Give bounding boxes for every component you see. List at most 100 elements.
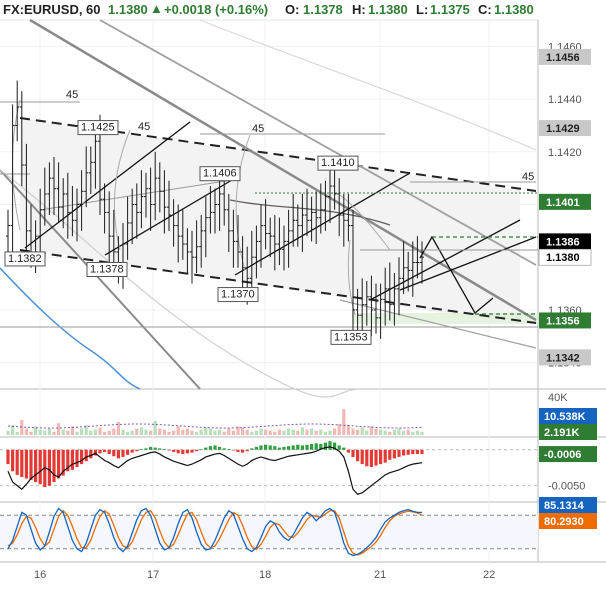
macd-histogram-bar xyxy=(259,445,263,450)
macd-histogram-bar xyxy=(319,444,323,450)
macd-histogram-bar xyxy=(360,449,364,465)
macd-histogram-bar xyxy=(369,449,373,467)
macd-histogram-bar xyxy=(61,449,65,476)
volume-bar xyxy=(6,430,10,435)
macd-histogram-bar xyxy=(296,444,300,450)
macd-histogram-bar xyxy=(185,449,189,454)
macd-histogram-bar xyxy=(365,449,369,467)
volume-bar xyxy=(374,428,378,435)
volume-bar xyxy=(213,430,217,435)
gann-arc-1 xyxy=(12,99,21,231)
macd-histogram-bar xyxy=(411,449,415,455)
macd-histogram-bar xyxy=(333,442,337,450)
time-axis: 16 17 18 21 22 xyxy=(34,569,495,581)
volume-bar xyxy=(282,430,286,435)
volume-bar xyxy=(337,424,341,435)
macd-histogram-bar xyxy=(38,449,42,485)
pivot-label: 1.1378 xyxy=(90,263,124,275)
trend-line-gray-2 xyxy=(99,19,537,266)
macd-histogram-bar xyxy=(254,446,258,450)
macd-histogram-bar xyxy=(314,443,318,450)
macd-histogram-bar xyxy=(277,447,281,450)
volume-ma-line xyxy=(7,423,423,429)
volume-bar xyxy=(305,429,309,435)
price-tag-label: 1.1356 xyxy=(546,315,580,327)
volume-bar xyxy=(314,430,318,435)
price-tag-bg xyxy=(539,349,591,366)
volume-bar xyxy=(167,431,171,435)
macd-histogram-bar xyxy=(379,449,383,465)
macd-histogram-bar xyxy=(420,449,424,455)
volume-bar xyxy=(277,429,281,435)
volume-bar xyxy=(190,430,194,435)
projection-path xyxy=(419,235,494,314)
volume-bar xyxy=(236,426,240,435)
volume-bar xyxy=(116,422,120,435)
macd-histogram-bar xyxy=(305,444,309,450)
volume-bar xyxy=(342,409,346,435)
candles-layer xyxy=(6,80,424,342)
angle-label: 45 xyxy=(252,123,264,135)
volume-tag-bg xyxy=(539,424,597,440)
macd-tag-bg xyxy=(539,446,597,463)
macd-histogram-bar xyxy=(167,449,171,451)
pivot-label-box xyxy=(317,155,359,171)
stoch-k-line xyxy=(7,507,422,557)
price-tag-bg xyxy=(539,233,591,250)
macd-histogram-bar xyxy=(149,446,153,450)
volume-bar xyxy=(397,428,401,435)
macd-histogram-bar xyxy=(236,449,240,452)
volume-bar xyxy=(70,426,74,435)
gann-arc-2 xyxy=(113,129,131,251)
volume-bar xyxy=(259,428,263,435)
macd-histogram-bar xyxy=(328,441,332,450)
macd-histogram-bar xyxy=(126,449,130,455)
volume-bar xyxy=(135,428,139,435)
symbol-label[interactable]: FX:EURUSD, 60 xyxy=(3,2,101,17)
macd-histogram-bar xyxy=(144,448,148,450)
macd-tag-label: -0.0006 xyxy=(544,449,581,461)
time-tick-label: 17 xyxy=(147,569,159,581)
macd-histogram-bar xyxy=(287,446,291,450)
macd-histogram-bar xyxy=(80,449,84,465)
macd-histogram-bar xyxy=(406,449,410,455)
volume-bar xyxy=(346,425,350,435)
macd-histogram-bar xyxy=(89,449,93,459)
price-tag-label: 1.1342 xyxy=(546,352,580,364)
macd-histogram-bar xyxy=(323,442,327,450)
macd-histogram-bar xyxy=(84,449,88,462)
volume-bar xyxy=(34,426,38,435)
volume-bar xyxy=(406,429,410,435)
macd-histogram-bar xyxy=(34,449,38,483)
macd-histogram-bar xyxy=(268,445,272,450)
time-tick-label: 18 xyxy=(259,569,271,581)
moving-average-3 xyxy=(229,199,391,226)
volume-bar xyxy=(383,430,387,435)
time-tick-label: 21 xyxy=(374,569,386,581)
price-tag-label: 1.1380 xyxy=(546,252,580,264)
price-tick-label: 1.1420 xyxy=(548,147,582,159)
macd-histogram-bar xyxy=(15,449,19,475)
volume-bar xyxy=(199,429,203,435)
macd-histogram-bar xyxy=(112,449,116,457)
volume-bar xyxy=(319,429,323,435)
macd-histogram-bar xyxy=(397,449,401,457)
change-arrow-icon: ▲ xyxy=(150,1,163,16)
macd-histogram-bar xyxy=(103,449,107,452)
volume-bar xyxy=(351,428,355,435)
macd-histogram-bar xyxy=(282,446,286,450)
macd-histogram-bar xyxy=(158,448,162,450)
pane-frame xyxy=(0,19,606,563)
volume-pane: 40K 10.538K 2.191K xyxy=(6,392,597,440)
volume-bar xyxy=(43,430,47,435)
volume-bar xyxy=(333,428,337,435)
volume-bar xyxy=(66,430,70,435)
volume-bar xyxy=(291,429,295,435)
volume-bar xyxy=(93,429,97,435)
volume-bar xyxy=(52,431,56,435)
macd-histogram-bar xyxy=(250,448,254,450)
macd-histogram-bar xyxy=(57,449,61,479)
macd-histogram-bar xyxy=(153,447,157,450)
volume-bar xyxy=(208,428,212,435)
